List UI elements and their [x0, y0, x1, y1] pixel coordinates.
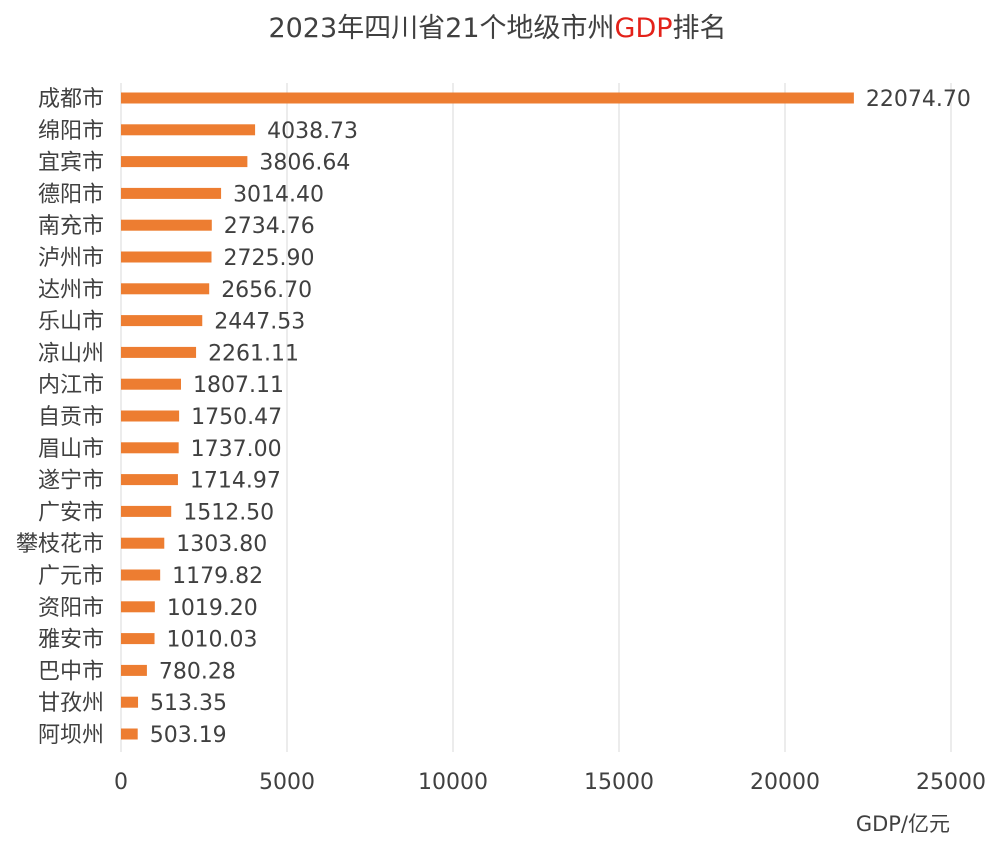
bar — [121, 283, 210, 295]
category-label: 阿坝州 — [38, 723, 104, 748]
bar — [121, 442, 179, 454]
value-label: 1750.47 — [191, 405, 282, 430]
category-label: 自贡市 — [38, 405, 104, 430]
x-tick-labels: 0 5000 10000 15000 20000 25000 — [114, 770, 986, 795]
value-label: 1179.82 — [172, 564, 263, 589]
bar — [121, 378, 181, 390]
value-label: 2656.70 — [221, 278, 312, 303]
value-label: 22074.70 — [866, 87, 971, 112]
bar — [121, 664, 147, 676]
category-label: 遂宁市 — [38, 469, 104, 494]
bar — [121, 505, 172, 517]
value-label: 780.28 — [159, 659, 236, 684]
x-tick-label: 15000 — [584, 770, 654, 795]
category-labels: 成都市绵阳市宜宾市德阳市南充市泸州市达州市乐山市凉山州内江市自贡市眉山市遂宁市广… — [16, 87, 104, 748]
value-label: 1512.50 — [183, 500, 274, 525]
bar — [121, 728, 138, 740]
value-label: 3014.40 — [233, 182, 324, 207]
category-label: 泸州市 — [38, 246, 104, 271]
bar — [121, 156, 248, 168]
bar — [121, 315, 203, 327]
category-label: 甘孜州 — [38, 691, 104, 716]
bar — [121, 410, 180, 422]
value-labels: 22074.70 4038.73 3806.64 3014.40 2734.76 2725… — [150, 87, 971, 748]
chart-title-part-3: 排名 — [672, 13, 727, 44]
bar — [121, 251, 212, 263]
category-label: 乐山市 — [38, 310, 104, 335]
category-label: 宜宾市 — [38, 151, 104, 176]
category-label: 广元市 — [38, 564, 104, 589]
value-label: 2447.53 — [214, 310, 305, 335]
category-label: 广安市 — [38, 500, 104, 525]
value-label: 1807.11 — [193, 373, 284, 398]
bar — [121, 187, 222, 199]
chart-title-part-1: 2023年四川省21个地级市州 — [268, 13, 615, 44]
bar — [121, 633, 155, 645]
value-label: 2261.11 — [208, 341, 299, 366]
value-label: 1019.20 — [167, 596, 258, 621]
bar — [121, 569, 161, 581]
category-label: 达州市 — [38, 278, 104, 303]
value-label: 1303.80 — [176, 532, 267, 557]
bar — [121, 474, 178, 486]
value-label: 503.19 — [150, 723, 227, 748]
category-label: 巴中市 — [38, 659, 104, 684]
chart-title: 2023年四川省21个地级市州GDP排名 — [0, 6, 995, 45]
x-tick-label: 0 — [114, 770, 128, 795]
value-label: 1737.00 — [191, 437, 282, 462]
category-label: 资阳市 — [38, 596, 104, 621]
value-label: 4038.73 — [267, 119, 358, 144]
bar — [121, 537, 165, 549]
category-label: 内江市 — [38, 373, 104, 398]
x-tick-label: 5000 — [259, 770, 315, 795]
bars — [121, 92, 854, 740]
x-axis-title: GDP/亿元 — [856, 812, 950, 836]
value-label: 1010.03 — [167, 628, 258, 653]
bar — [121, 124, 256, 136]
category-label: 凉山州 — [38, 341, 104, 366]
bar — [121, 92, 854, 104]
category-label: 攀枝花市 — [16, 532, 104, 557]
category-label: 绵阳市 — [38, 119, 104, 144]
bar — [121, 601, 155, 613]
x-tick-label: 20000 — [750, 770, 820, 795]
value-label: 2725.90 — [223, 246, 314, 271]
value-label: 2734.76 — [224, 214, 315, 239]
x-tick-label: 25000 — [916, 770, 986, 795]
value-label: 513.35 — [150, 691, 227, 716]
x-tick-label: 10000 — [418, 770, 488, 795]
chart-title-highlight: GDP — [614, 13, 673, 44]
bar — [121, 346, 197, 358]
category-label: 成都市 — [38, 87, 104, 112]
value-label: 1714.97 — [190, 469, 281, 494]
category-label: 德阳市 — [38, 182, 104, 207]
category-label: 南充市 — [38, 214, 104, 239]
category-label: 雅安市 — [38, 628, 104, 653]
bar — [121, 219, 212, 231]
category-label: 眉山市 — [38, 437, 104, 462]
bar — [121, 696, 139, 708]
value-label: 3806.64 — [259, 151, 350, 176]
